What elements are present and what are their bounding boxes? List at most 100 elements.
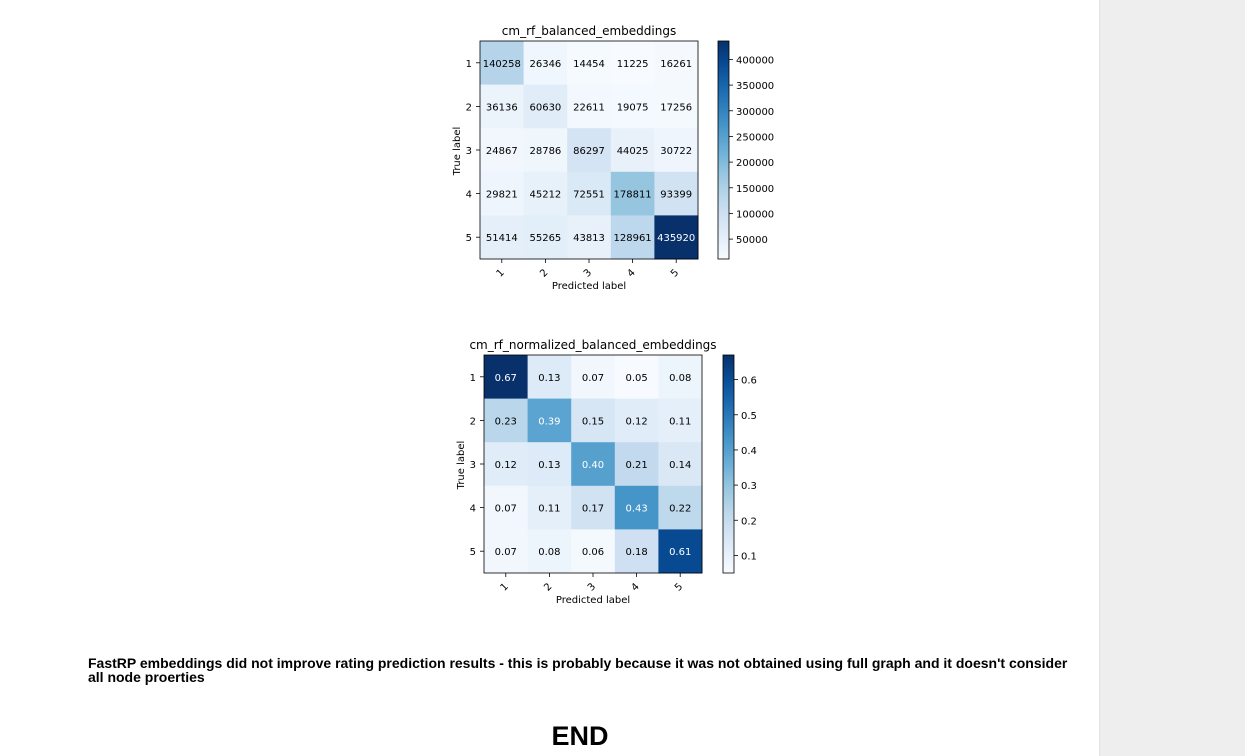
cell-value-label: 45212 xyxy=(529,190,561,201)
chart-title: cm_rf_balanced_embeddings xyxy=(502,24,676,38)
cell-value-label: 43813 xyxy=(573,233,605,244)
cell-value-label: 26346 xyxy=(529,59,561,70)
colorbar-tick-label: 0.1 xyxy=(741,551,757,562)
cell-value-label: 29821 xyxy=(486,190,518,201)
matrix-cell-r1-c3 xyxy=(571,355,616,400)
matrix-cell-r5-c1 xyxy=(484,529,529,574)
notebook-page: cm_rf_balanced_embeddings 140258 26346 144… xyxy=(88,24,1068,751)
colorbar-tick-label: 0.6 xyxy=(741,376,757,387)
cell-value-label: 0.17 xyxy=(582,504,604,515)
y-tick-label: 4 xyxy=(470,504,476,515)
cell-value-label: 0.40 xyxy=(582,460,604,471)
cell-value-label: 0.11 xyxy=(538,504,560,515)
cell-value-label: 0.13 xyxy=(538,460,560,471)
colorbar-tick-label: 0.4 xyxy=(741,446,757,457)
cell-value-label: 128961 xyxy=(614,233,652,244)
cell-value-label: 0.39 xyxy=(538,416,560,427)
matrix-cell-r4-c3 xyxy=(571,485,616,530)
x-tick-label: 4 xyxy=(629,581,641,593)
y-tick-label: 1 xyxy=(466,59,472,70)
y-tick-label: 1 xyxy=(470,373,476,384)
colorbar-tick-label: 0.3 xyxy=(741,481,757,492)
matrix-cell-r1-c5 xyxy=(658,355,703,400)
cell-value-label: 17256 xyxy=(660,102,692,113)
cell-value-label: 30722 xyxy=(660,146,692,157)
matrix-cell-r2-c1 xyxy=(480,84,525,129)
x-axis-label: Predicted label xyxy=(556,595,630,606)
colorbar-tick-label: 400000 xyxy=(736,55,774,66)
matrix-cell-r5-c1 xyxy=(480,215,525,260)
matrix-cell-r4-c5 xyxy=(658,485,703,530)
matrix-cell-r3-c4 xyxy=(610,128,655,173)
x-tick-label: 2 xyxy=(542,581,554,593)
matrix-cell-r5-c4 xyxy=(610,215,655,260)
matrix-cell-r3-c1 xyxy=(480,128,525,173)
cell-value-label: 24867 xyxy=(486,146,518,157)
cell-value-label: 22611 xyxy=(573,102,605,113)
colorbar-tick-label: 0.2 xyxy=(741,516,757,527)
matrix-cell-r2-c1 xyxy=(484,398,529,443)
matrix-cell-r5-c5 xyxy=(654,215,699,260)
matrix-cell-r5-c3 xyxy=(571,529,616,574)
cell-value-label: 44025 xyxy=(617,146,649,157)
matrix-cell-r4-c2 xyxy=(523,171,568,216)
x-tick-label: 5 xyxy=(673,581,685,593)
matrix-cell-r1-c1 xyxy=(480,41,525,86)
cell-value-label: 0.11 xyxy=(669,416,691,427)
colorbar-tick-label: 200000 xyxy=(736,158,774,169)
matrix-cell-r3-c3 xyxy=(567,128,612,173)
cell-value-label: 0.13 xyxy=(538,373,560,384)
y-tick-label: 5 xyxy=(470,547,476,558)
cell-value-label: 72551 xyxy=(573,190,605,201)
matrix-cell-r5-c5 xyxy=(658,529,703,574)
y-tick-label: 2 xyxy=(466,102,472,113)
x-axis-label: Predicted label xyxy=(552,281,626,292)
cell-value-label: 140258 xyxy=(483,59,521,70)
cell-value-label: 93399 xyxy=(660,190,692,201)
cell-value-label: 0.23 xyxy=(495,416,517,427)
y-tick-label: 2 xyxy=(470,416,476,427)
matrix-cell-r5-c4 xyxy=(614,529,659,574)
y-tick-label: 3 xyxy=(470,460,476,471)
matrix-cell-r4-c4 xyxy=(614,485,659,530)
x-tick-label: 1 xyxy=(499,581,511,593)
y-tick-label: 5 xyxy=(466,233,472,244)
y-tick-label: 3 xyxy=(466,146,472,157)
matrix-cell-r2-c2 xyxy=(527,398,572,443)
matrix-cell-r5-c3 xyxy=(567,215,612,260)
cell-value-label: 0.18 xyxy=(625,547,647,558)
matrix-cell-r2-c4 xyxy=(614,398,659,443)
matrix-cell-r2-c3 xyxy=(571,398,616,443)
cell-value-label: 16261 xyxy=(660,59,692,70)
cell-value-label: 178811 xyxy=(614,190,652,201)
cell-value-label: 0.12 xyxy=(495,460,517,471)
matrix-cell-r2-c2 xyxy=(523,84,568,129)
matrix-cell-r5-c2 xyxy=(527,529,572,574)
matrix-cell-r2-c3 xyxy=(567,84,612,129)
matrix-cell-r2-c5 xyxy=(654,84,699,129)
matrix-cell-r3-c2 xyxy=(523,128,568,173)
chart-title: cm_rf_normalized_balanced_embeddings xyxy=(469,338,716,352)
cell-value-label: 19075 xyxy=(617,102,649,113)
matrix-cell-r3-c4 xyxy=(614,442,659,487)
colorbar xyxy=(722,354,735,574)
cell-value-label: 0.07 xyxy=(495,504,517,515)
colorbar-tick-label: 350000 xyxy=(736,81,774,92)
cell-value-label: 0.08 xyxy=(538,547,560,558)
matrix-cell-r1-c2 xyxy=(523,41,568,86)
colorbar-tick-label: 150000 xyxy=(736,184,774,195)
y-axis-label: True label xyxy=(452,127,463,177)
matrix-cell-r4-c2 xyxy=(527,485,572,530)
confusion-matrix-normalized-chart: cm_rf_normalized_balanced_embeddings 0.6… xyxy=(456,338,757,606)
cell-value-label: 0.67 xyxy=(495,373,517,384)
cell-value-label: 0.07 xyxy=(582,373,604,384)
matrix-cell-r4-c1 xyxy=(484,485,529,530)
matrix-cell-r3-c5 xyxy=(658,442,703,487)
matrix-cell-r1-c4 xyxy=(614,355,659,400)
matrix-cell-r4-c3 xyxy=(567,171,612,216)
cell-value-label: 0.15 xyxy=(582,416,604,427)
cell-value-label: 435920 xyxy=(657,233,695,244)
cell-value-label: 0.07 xyxy=(495,547,517,558)
cell-value-label: 0.05 xyxy=(625,373,647,384)
cell-value-label: 28786 xyxy=(529,146,561,157)
